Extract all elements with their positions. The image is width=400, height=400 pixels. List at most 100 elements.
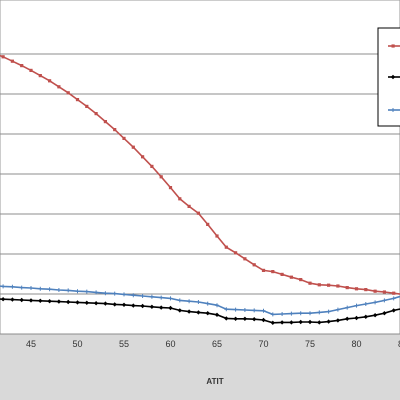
- data-point: [289, 275, 293, 279]
- legend: [377, 27, 400, 127]
- x-tick-label: 45: [26, 339, 36, 349]
- data-point: [94, 290, 99, 295]
- data-point: [103, 301, 108, 306]
- data-point: [168, 296, 173, 301]
- data-point: [317, 310, 322, 315]
- data-point: [215, 234, 219, 238]
- data-point: [66, 288, 71, 293]
- data-point: [1, 284, 6, 289]
- plot-area: [0, 0, 400, 335]
- series-2: [0, 297, 400, 325]
- data-point: [47, 299, 52, 304]
- data-point: [28, 298, 34, 303]
- x-tick-label: 70: [258, 339, 268, 349]
- data-point: [261, 268, 266, 272]
- data-point: [38, 286, 43, 291]
- x-tick-label: 55: [119, 339, 129, 349]
- data-point: [56, 288, 61, 292]
- data-point: [373, 289, 377, 293]
- data-point: [280, 312, 285, 316]
- data-point: [112, 291, 117, 296]
- data-point: [252, 263, 256, 267]
- data-point: [84, 289, 89, 294]
- data-point: [187, 299, 192, 304]
- x-tick-label: 65: [212, 339, 222, 349]
- data-point: [168, 186, 173, 190]
- data-point: [224, 316, 229, 321]
- x-tick-label: 80: [351, 339, 361, 349]
- x-tick-label: 50: [72, 339, 82, 349]
- data-point: [85, 104, 89, 108]
- series-1: [0, 54, 400, 295]
- data-point: [48, 79, 52, 83]
- data-point: [38, 298, 43, 303]
- data-point: [224, 245, 228, 249]
- data-point: [66, 91, 70, 95]
- data-point: [1, 55, 5, 59]
- data-point: [214, 312, 220, 317]
- data-point: [178, 197, 182, 201]
- data-point: [149, 304, 155, 309]
- data-point: [289, 320, 294, 325]
- data-point: [382, 298, 387, 303]
- data-point: [270, 312, 275, 317]
- data-point: [29, 286, 33, 290]
- x-tick-label: 85: [398, 339, 400, 349]
- legend-marker: [390, 74, 396, 80]
- legend-marker: [391, 44, 395, 48]
- x-axis-title: ATIT: [206, 377, 223, 386]
- data-point: [177, 308, 182, 313]
- data-point: [234, 251, 238, 255]
- data-point: [131, 145, 135, 149]
- data-point: [112, 302, 117, 307]
- data-point: [336, 284, 340, 288]
- data-point: [19, 285, 24, 290]
- data-point: [94, 112, 98, 116]
- data-point: [10, 59, 14, 63]
- data-point: [103, 291, 108, 296]
- data-point: [270, 320, 275, 325]
- data-point: [307, 319, 313, 325]
- data-point: [298, 319, 303, 325]
- data-point: [233, 316, 238, 321]
- data-point: [327, 283, 331, 287]
- data-point: [66, 299, 71, 305]
- data-point: [75, 98, 80, 102]
- data-point: [382, 311, 387, 316]
- legend-marker: [391, 108, 395, 112]
- data-point: [242, 316, 248, 321]
- data-point: [84, 300, 89, 305]
- data-point: [29, 68, 33, 72]
- data-point: [299, 278, 303, 282]
- data-point: [131, 303, 136, 308]
- data-point: [363, 314, 368, 319]
- data-point: [224, 307, 229, 312]
- data-point: [205, 311, 210, 316]
- data-point: [177, 298, 182, 303]
- data-point: [159, 175, 163, 179]
- data-point: [354, 315, 359, 321]
- data-point: [20, 64, 24, 68]
- data-point: [196, 211, 200, 215]
- data-point: [280, 272, 284, 276]
- data-point: [242, 308, 247, 312]
- data-point: [308, 281, 312, 285]
- data-point: [252, 317, 257, 322]
- data-point: [159, 295, 164, 300]
- data-point: [140, 294, 145, 298]
- data-point: [57, 85, 61, 89]
- data-point: [215, 303, 219, 308]
- data-point: [140, 303, 145, 309]
- data-point: [243, 257, 247, 261]
- data-point: [372, 313, 378, 318]
- data-point: [345, 305, 350, 310]
- data-point: [187, 204, 191, 208]
- x-axis-ticks: 45 50 55 60 65 70 75 80 85: [26, 339, 400, 349]
- data-point: [317, 320, 322, 325]
- data-point: [206, 222, 210, 226]
- series-group: [0, 54, 400, 325]
- data-point: [113, 128, 117, 132]
- data-point: [308, 311, 312, 316]
- data-point: [335, 318, 341, 323]
